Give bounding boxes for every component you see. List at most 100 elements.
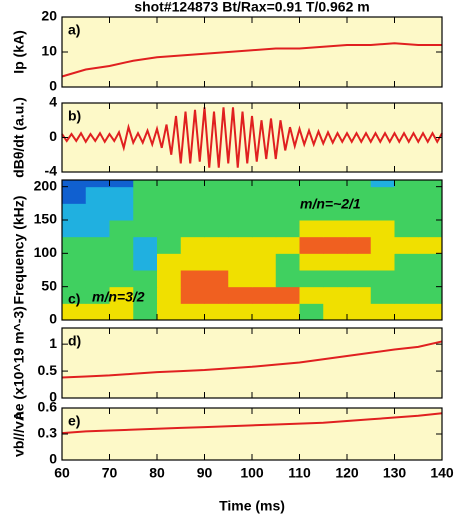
x-tick-label: 120 bbox=[335, 465, 359, 481]
heatmap-cell bbox=[418, 180, 442, 188]
heatmap-cell bbox=[323, 203, 348, 221]
heatmap-cell bbox=[275, 253, 300, 271]
annotation: m/n=3/2 bbox=[92, 289, 145, 305]
y-tick-label: 10 bbox=[41, 43, 57, 59]
heatmap-cell bbox=[157, 220, 182, 238]
heatmap-cell bbox=[323, 286, 348, 304]
panel-label: e) bbox=[68, 413, 80, 429]
heatmap-cell bbox=[228, 253, 253, 271]
x-tick-label: 110 bbox=[288, 465, 311, 481]
heatmap-cell bbox=[347, 303, 372, 320]
heatmap-cell bbox=[299, 180, 324, 188]
heatmap-cell bbox=[252, 220, 277, 238]
heatmap-cell bbox=[62, 303, 87, 320]
heatmap-cell bbox=[370, 286, 395, 304]
heatmap-cell bbox=[394, 180, 419, 188]
heatmap-cell bbox=[323, 180, 348, 188]
y-tick-label: 0 bbox=[49, 311, 57, 327]
y-tick-label: 100 bbox=[34, 244, 58, 260]
heatmap-cell bbox=[299, 203, 324, 221]
heatmap-cell bbox=[252, 203, 277, 221]
line bbox=[61, 42, 442, 78]
heatmap-cell bbox=[157, 236, 182, 254]
heatmap-cell bbox=[85, 180, 110, 188]
x-tick-label: 90 bbox=[197, 465, 213, 481]
heatmap-cell bbox=[109, 203, 134, 221]
heatmap-cell bbox=[418, 186, 442, 204]
heatmap-cell bbox=[347, 180, 372, 188]
heatmap-cell bbox=[204, 220, 229, 238]
x-tick-label: 130 bbox=[383, 465, 407, 481]
heatmap-cell bbox=[62, 180, 87, 188]
heatmap-cell bbox=[252, 270, 277, 288]
heatmap-cell bbox=[347, 220, 372, 238]
heatmap-cell bbox=[85, 236, 110, 254]
heatmap-cell bbox=[133, 270, 158, 288]
heatmap-cell bbox=[157, 186, 182, 204]
y-tick-label: 0 bbox=[49, 128, 57, 144]
heatmap-cell bbox=[275, 236, 300, 254]
heatmap-cell bbox=[204, 186, 229, 204]
heatmap-cell bbox=[85, 186, 110, 204]
x-tick-label: 140 bbox=[430, 465, 454, 481]
heatmap-cell bbox=[85, 220, 110, 238]
y-tick-label: 150 bbox=[34, 211, 58, 227]
heatmap-cell bbox=[275, 286, 300, 304]
heatmap-cell bbox=[323, 253, 348, 271]
heatmap-cell bbox=[394, 270, 419, 288]
heatmap-cell bbox=[180, 253, 205, 271]
heatmap-cell bbox=[418, 303, 442, 320]
heatmap-cell bbox=[323, 303, 348, 320]
heatmap-cell bbox=[204, 303, 229, 320]
plot-background bbox=[62, 17, 442, 87]
heatmap-cell bbox=[133, 220, 158, 238]
y-axis-label: vb///vA bbox=[11, 411, 27, 457]
x-axis-label: Time (ms) bbox=[219, 498, 285, 514]
panel-label: a) bbox=[68, 22, 80, 38]
heatmap-cell bbox=[180, 220, 205, 238]
y-tick-label: 0.6 bbox=[38, 399, 58, 415]
line bbox=[61, 412, 443, 435]
heatmap-cell bbox=[418, 270, 442, 288]
heatmap-cell bbox=[323, 236, 348, 254]
heatmap-cell bbox=[204, 270, 229, 288]
heatmap-cell bbox=[133, 203, 158, 221]
y-tick-label: 4 bbox=[49, 94, 57, 110]
heatmap-cell bbox=[370, 236, 395, 254]
heatmap-cell bbox=[228, 203, 253, 221]
heatmap-cell bbox=[62, 236, 87, 254]
heatmap-cell bbox=[204, 253, 229, 271]
heatmap-cell bbox=[370, 270, 395, 288]
heatmap-cell bbox=[394, 203, 419, 221]
heatmap-cell bbox=[109, 253, 134, 271]
panel-label: c) bbox=[68, 291, 80, 307]
heatmap-cell bbox=[275, 203, 300, 221]
heatmap-cell bbox=[347, 270, 372, 288]
heatmap-cell bbox=[252, 286, 277, 304]
heatmap-cell bbox=[85, 270, 110, 288]
heatmap-cell bbox=[62, 270, 87, 288]
heatmap-cell bbox=[228, 270, 253, 288]
heatmap-cell bbox=[62, 203, 87, 221]
heatmap-cell bbox=[394, 236, 419, 254]
heatmap-cell bbox=[62, 253, 87, 271]
heatmap-cell bbox=[228, 186, 253, 204]
y-tick-label: 50 bbox=[41, 277, 57, 293]
heatmap-cell bbox=[157, 203, 182, 221]
heatmap-cell bbox=[299, 270, 324, 288]
heatmap-cell bbox=[133, 286, 158, 304]
heatmap-cell bbox=[62, 286, 87, 304]
heatmap-cell bbox=[109, 236, 134, 254]
y-axis-label: ne (x10^19 m^-3) bbox=[11, 306, 27, 420]
line bbox=[61, 340, 443, 379]
heatmap-cell bbox=[133, 236, 158, 254]
heatmap-cell bbox=[133, 303, 158, 320]
y-tick-label: 20 bbox=[41, 8, 57, 24]
heatmap-cell bbox=[252, 236, 277, 254]
heatmap-cell bbox=[275, 180, 300, 188]
heatmap-cell bbox=[85, 203, 110, 221]
heatmap-cell bbox=[370, 253, 395, 271]
heatmap-cell bbox=[275, 270, 300, 288]
x-tick-label: 80 bbox=[149, 465, 165, 481]
heatmap-cell bbox=[180, 236, 205, 254]
